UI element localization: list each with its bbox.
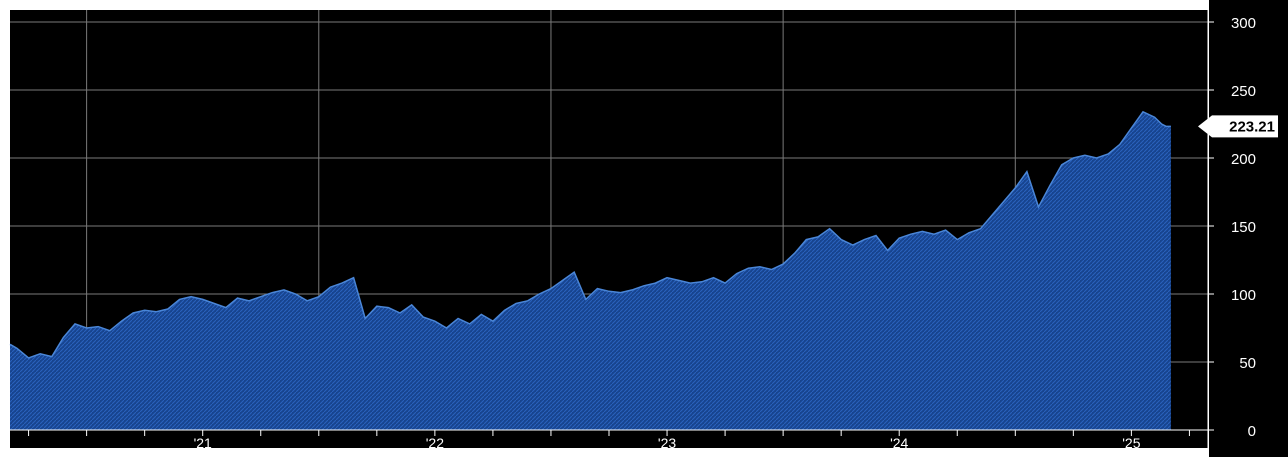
y-tick-label-300: 300 xyxy=(1231,15,1256,32)
y-tick-label-200: 200 xyxy=(1231,151,1256,168)
y-tick-label-100: 100 xyxy=(1231,287,1256,304)
x-tick-label-1: '22 xyxy=(426,435,444,451)
y-tick-label-250: 250 xyxy=(1231,83,1256,100)
last-value-label: 223.21 xyxy=(1229,118,1275,135)
y-tick-label-50: 50 xyxy=(1239,355,1256,372)
series-area xyxy=(9,110,1171,431)
y-axis: 0 50 100 150 200 250 300 xyxy=(1207,0,1288,457)
x-tick-label-4: '25 xyxy=(1122,435,1140,451)
x-tick-label-2: '23 xyxy=(658,435,676,451)
series-area-fill xyxy=(10,111,1171,431)
series-line xyxy=(9,110,1171,359)
y-axis-band xyxy=(1209,0,1288,457)
x-axis: '21 '22 '23 '24 '25 xyxy=(10,429,1208,451)
last-value-marker: 223.21 xyxy=(1198,115,1278,138)
y-tick-label-150: 150 xyxy=(1231,219,1256,236)
x-tick-label-3: '24 xyxy=(890,435,908,451)
y-tick-label-0: 0 xyxy=(1248,423,1256,440)
last-value-tag xyxy=(1198,115,1278,138)
x-tick-label-0: '21 xyxy=(194,435,212,451)
